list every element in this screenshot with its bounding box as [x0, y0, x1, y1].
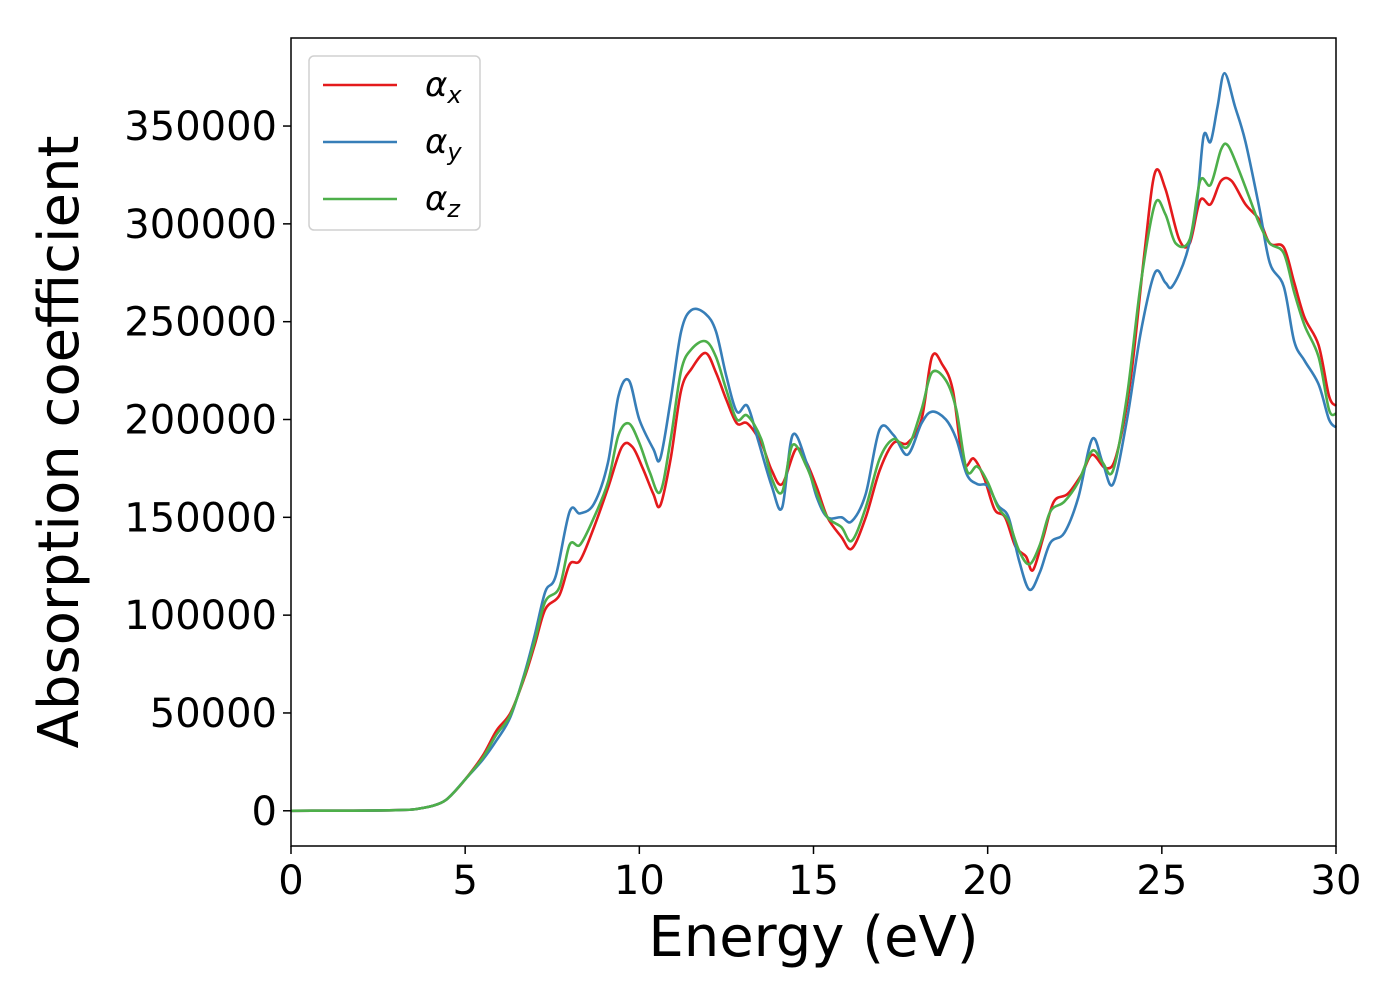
x-tick-label: 5	[452, 858, 477, 904]
y-tick-label: 50000	[150, 691, 277, 737]
x-tick-label: 0	[278, 858, 303, 904]
plot-frame	[290, 37, 1337, 847]
y-tick-label: 250000	[124, 300, 277, 346]
y-tick-label: 0	[252, 789, 277, 835]
legend-label-alpha-x: αx	[425, 65, 462, 109]
legend-label-subscript: z	[446, 195, 461, 223]
x-axis-label: Energy (eV)	[648, 905, 978, 970]
y-tick-label: 200000	[124, 398, 277, 444]
y-tick-label: 100000	[124, 593, 277, 639]
y-tick-label: 350000	[124, 104, 277, 150]
y-axis-ticks: 0 50000 100000 150000 200000 250000 300000 3500…	[124, 104, 291, 835]
series-line-alpha-z	[290, 142, 1337, 813]
legend-label-subscript: x	[446, 81, 462, 109]
series-line-alpha-y	[290, 71, 1337, 813]
y-tick-label: 150000	[124, 495, 277, 541]
plot-lines	[290, 71, 1338, 813]
y-tick-label: 300000	[124, 202, 277, 248]
x-tick-label: 25	[1136, 858, 1187, 904]
x-axis-ticks: 0 5 10 15 20 25 30	[278, 846, 1361, 904]
legend-label-alpha-z: αz	[425, 179, 461, 223]
x-tick-label: 30	[1311, 858, 1362, 904]
legend-label-symbol: α	[425, 122, 447, 162]
legend-label-alpha-y: αy	[425, 122, 462, 166]
legend-label-subscript: y	[446, 138, 462, 166]
legend-label-symbol: α	[425, 65, 447, 105]
x-tick-label: 15	[788, 858, 839, 904]
legend-label-symbol: α	[425, 179, 447, 219]
x-tick-label: 20	[962, 858, 1013, 904]
x-tick-label: 10	[614, 858, 665, 904]
y-axis-label: Absorption coefficient	[27, 136, 92, 749]
